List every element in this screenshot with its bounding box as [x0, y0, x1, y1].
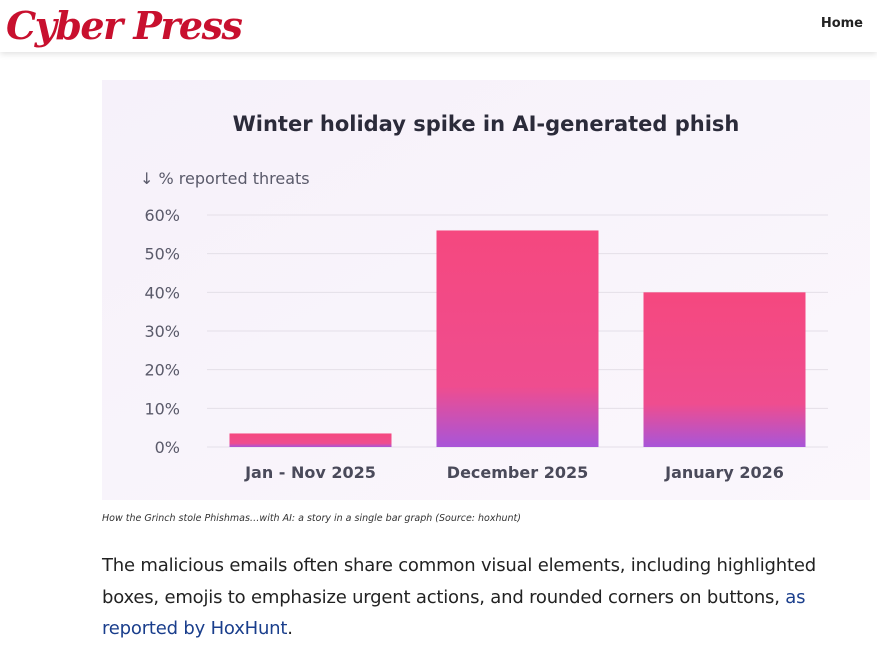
y-tick-label: 40% — [144, 283, 180, 302]
x-tick-label: January 2026 — [664, 463, 784, 482]
x-tick-label: Jan - Nov 2025 — [244, 463, 376, 482]
nav-home-link[interactable]: Home — [820, 16, 863, 31]
chart-title: Winter holiday spike in AI-generated phi… — [233, 112, 740, 136]
site-header: Cyber Press Home — [0, 0, 877, 52]
article-text: The malicious emails often share common … — [102, 555, 816, 608]
bar — [436, 230, 599, 447]
article-paragraph: The malicious emails often share common … — [102, 550, 842, 645]
x-tick-label: December 2025 — [447, 463, 588, 482]
y-tick-label: 50% — [144, 245, 180, 264]
bar-chart: Winter holiday spike in AI-generated phi… — [102, 80, 870, 500]
y-tick-label: 10% — [144, 399, 180, 418]
bar — [229, 433, 392, 447]
article-text-end: . — [287, 618, 293, 639]
y-tick-label: 30% — [144, 322, 180, 341]
bars — [229, 230, 806, 447]
chart-ylabel: ↓ % reported threats — [140, 169, 310, 188]
figure-caption: How the Grinch stole Phishmas…with AI: a… — [102, 513, 521, 524]
y-axis-ticks: 0% 10% 20% 30% 40% 50% 60% — [144, 206, 180, 457]
y-tick-label: 20% — [144, 361, 180, 380]
bar — [643, 292, 806, 447]
site-logo[interactable]: Cyber Press — [6, 3, 243, 48]
x-axis-labels: Jan - Nov 2025 December 2025 January 2026 — [244, 463, 784, 482]
y-tick-label: 0% — [155, 438, 180, 457]
hoxhunt-link[interactable]: as reported by HoxHunt — [102, 586, 806, 640]
y-tick-label: 60% — [144, 206, 180, 225]
chart-figure: Winter holiday spike in AI-generated phi… — [102, 80, 870, 500]
